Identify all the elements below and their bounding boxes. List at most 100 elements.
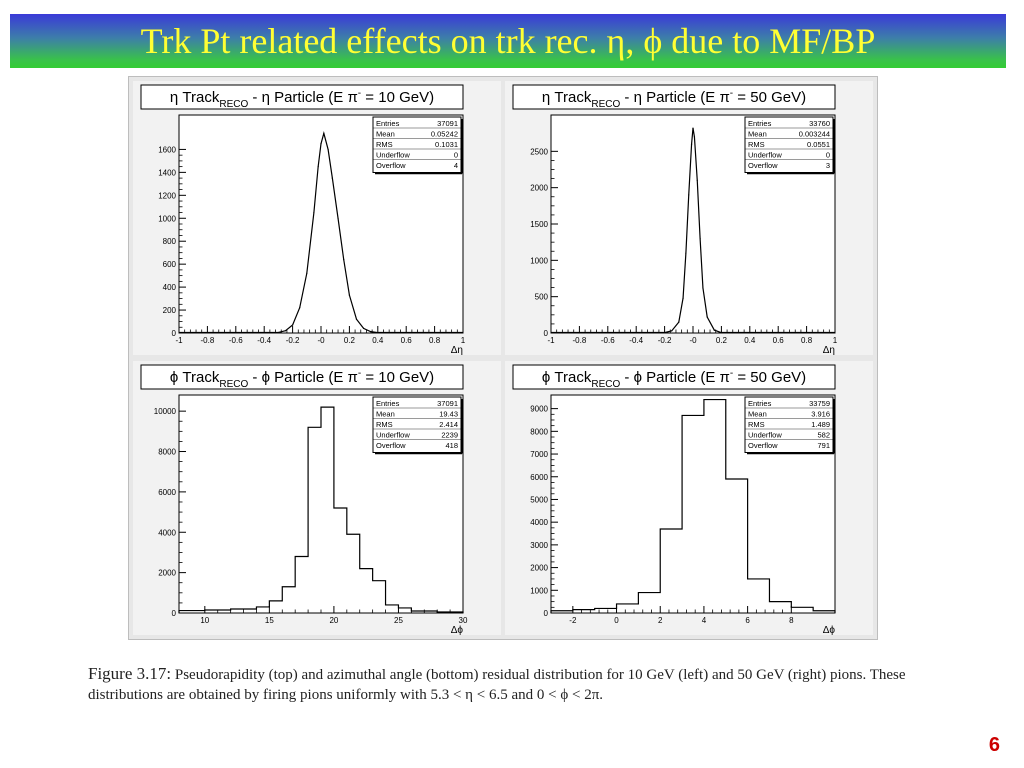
stats-label: Entries: [376, 119, 400, 128]
stats-value: 33759: [809, 399, 830, 408]
title-part: - η Particle (E π: [620, 89, 730, 106]
slide-title: Trk Pt related effects on trk rec. η, ϕ …: [140, 21, 876, 61]
stats-label: Mean: [376, 410, 395, 419]
stats-value: 2.414: [439, 420, 458, 429]
y-tick-label: 9000: [530, 405, 548, 414]
y-tick-label: 2500: [530, 147, 548, 156]
histogram-phi-10gev: ϕ TrackRECO - ϕ Particle (E π- = 10 GeV)…: [140, 364, 468, 635]
page-number: 6: [988, 734, 1000, 756]
stats-value: 37091: [437, 119, 458, 128]
stats-value: 418: [445, 441, 458, 450]
stats-label: Overflow: [748, 441, 778, 450]
title-box: [512, 84, 836, 110]
y-tick-label: 0: [172, 329, 177, 338]
title-superscript: -: [358, 368, 361, 379]
stats-value: 3.916: [811, 410, 830, 419]
panel-eta-50gev: η TrackRECO - η Particle (E π- = 50 GeV)…: [505, 81, 873, 355]
stats-box: [744, 396, 834, 453]
x-tick-label: -0.6: [229, 336, 243, 345]
x-tick-label: 0.8: [429, 336, 441, 345]
y-tick-label: 6000: [530, 473, 548, 482]
x-tick-label: 0.8: [801, 336, 813, 345]
y-tick-label: 6000: [158, 488, 176, 497]
stats-value: 0.003244: [799, 130, 830, 139]
slide-title-bar: Trk Pt related effects on trk rec. η, ϕ …: [10, 14, 1006, 68]
stats-label: Overflow: [376, 161, 406, 170]
figure-caption: Figure 3.17: Pseudorapidity (top) and az…: [88, 664, 948, 705]
panel-phi-10gev: ϕ TrackRECO - ϕ Particle (E π- = 10 GeV)…: [133, 361, 501, 635]
histogram-line: [664, 127, 722, 334]
chart-title: ϕ TrackRECO - ϕ Particle (E π- = 10 GeV): [170, 368, 434, 390]
y-tick-label: 4000: [530, 518, 548, 527]
x-tick-label: -2: [569, 616, 577, 625]
x-tick-label: 10: [200, 616, 209, 625]
y-tick-label: 2000: [158, 569, 176, 578]
y-tick-label: 1000: [530, 256, 548, 265]
stats-label: Entries: [748, 399, 772, 408]
stats-box: [372, 116, 462, 173]
stats-label: RMS: [748, 140, 765, 149]
x-axis-label: Δϕ: [451, 625, 464, 635]
title-part: = 50 GeV): [733, 369, 806, 386]
stats-label: RMS: [376, 140, 393, 149]
stats-label: RMS: [376, 420, 393, 429]
x-tick-label: 6: [745, 616, 750, 625]
stats-label: Mean: [748, 410, 767, 419]
x-tick-label: 0.2: [344, 336, 356, 345]
title-subscript: RECO: [219, 379, 248, 390]
x-axis-label: Δϕ: [823, 625, 836, 635]
histogram-eta-50gev: η TrackRECO - η Particle (E π- = 50 GeV)…: [512, 84, 838, 355]
stats-value: 0: [826, 151, 830, 160]
stats-label: Mean: [376, 130, 395, 139]
stats-value: 3: [826, 161, 830, 170]
x-axis-label: Δη: [451, 345, 463, 355]
title-part: η Track: [542, 89, 592, 106]
stats-label: Underflow: [376, 431, 410, 440]
stats-value: 19.43: [439, 410, 458, 419]
stats-label: RMS: [748, 420, 765, 429]
stats-label: Underflow: [376, 151, 410, 160]
x-tick-label: 0.2: [716, 336, 728, 345]
y-tick-label: 1500: [530, 220, 548, 229]
stats-value: 0.1031: [435, 140, 458, 149]
stats-value: 2239: [441, 431, 458, 440]
stats-value: 791: [817, 441, 830, 450]
x-tick-label: -0.2: [286, 336, 300, 345]
x-tick-label: 20: [329, 616, 338, 625]
x-tick-label: 4: [702, 616, 707, 625]
stats-label: Underflow: [748, 151, 782, 160]
panel-phi-50gev: ϕ TrackRECO - ϕ Particle (E π- = 50 GeV)…: [505, 361, 873, 635]
y-tick-label: 0: [172, 609, 177, 618]
x-tick-label: -0: [689, 336, 697, 345]
stats-value: 33760: [809, 119, 830, 128]
title-part: - η Particle (E π: [248, 89, 358, 106]
x-tick-label: 1: [461, 336, 466, 345]
histogram-outline: [178, 406, 464, 613]
x-tick-label: 2: [658, 616, 663, 625]
y-tick-label: 2000: [530, 564, 548, 573]
y-tick-label: 4000: [158, 528, 176, 537]
y-tick-label: 8000: [530, 427, 548, 436]
title-superscript: -: [730, 88, 733, 99]
stats-value: 0: [454, 151, 458, 160]
stats-label: Entries: [376, 399, 400, 408]
y-tick-label: 2000: [530, 184, 548, 193]
title-part: ϕ Track: [170, 369, 220, 386]
title-part: = 10 GeV): [361, 369, 434, 386]
title-part: = 50 GeV): [733, 89, 806, 106]
x-tick-label: 0.6: [773, 336, 785, 345]
title-superscript: -: [730, 368, 733, 379]
title-part: ϕ Track: [542, 369, 592, 386]
stats-value: 4: [454, 161, 458, 170]
stats-box: [744, 116, 834, 173]
x-tick-label: 0.4: [744, 336, 756, 345]
x-tick-label: -1: [547, 336, 555, 345]
stats-value: 1.489: [811, 420, 830, 429]
histogram-outline: [550, 398, 836, 613]
x-tick-label: -0.6: [601, 336, 615, 345]
stats-value: 37091: [437, 399, 458, 408]
figure-frame: η TrackRECO - η Particle (E π- = 10 GeV)…: [128, 76, 878, 640]
title-part: - ϕ Particle (E π: [620, 369, 730, 386]
x-tick-label: -0.8: [573, 336, 587, 345]
y-tick-label: 5000: [530, 495, 548, 504]
